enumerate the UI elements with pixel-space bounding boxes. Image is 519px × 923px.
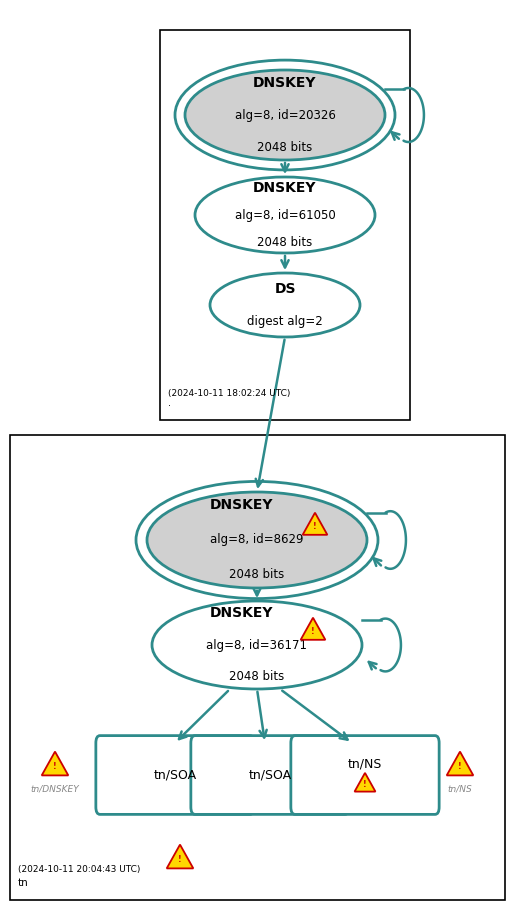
Text: alg=8, id=8629: alg=8, id=8629 <box>210 533 304 546</box>
Ellipse shape <box>210 273 360 337</box>
Text: alg=8, id=20326: alg=8, id=20326 <box>235 109 335 122</box>
Text: 2048 bits: 2048 bits <box>229 568 284 581</box>
Polygon shape <box>447 751 473 775</box>
FancyBboxPatch shape <box>191 736 349 814</box>
Text: .: . <box>168 398 171 408</box>
Text: DNSKEY: DNSKEY <box>210 498 273 512</box>
Polygon shape <box>301 617 325 640</box>
Text: 2048 bits: 2048 bits <box>229 670 284 683</box>
Polygon shape <box>354 773 375 792</box>
Ellipse shape <box>185 70 385 160</box>
Text: !: ! <box>53 761 57 771</box>
Ellipse shape <box>147 492 367 588</box>
Text: (2024-10-11 18:02:24 UTC): (2024-10-11 18:02:24 UTC) <box>168 389 290 398</box>
Polygon shape <box>303 512 327 534</box>
Ellipse shape <box>195 177 375 253</box>
Text: 2048 bits: 2048 bits <box>257 141 312 154</box>
Text: !: ! <box>458 761 462 771</box>
Text: alg=8, id=61050: alg=8, id=61050 <box>235 209 335 222</box>
Text: 2048 bits: 2048 bits <box>257 236 312 249</box>
FancyBboxPatch shape <box>291 736 439 814</box>
Text: DNSKEY: DNSKEY <box>253 76 317 90</box>
Text: !: ! <box>313 521 317 531</box>
Text: tn/DNSKEY: tn/DNSKEY <box>31 785 79 794</box>
Text: !: ! <box>178 855 182 864</box>
Text: tn/SOA: tn/SOA <box>249 769 292 782</box>
Text: tn: tn <box>18 878 29 888</box>
Ellipse shape <box>152 601 362 689</box>
Text: tn/NS: tn/NS <box>348 758 382 771</box>
Text: tn/NS: tn/NS <box>447 785 472 794</box>
Text: DNSKEY: DNSKEY <box>210 606 273 620</box>
FancyBboxPatch shape <box>10 435 505 900</box>
Text: !: ! <box>311 627 315 636</box>
FancyBboxPatch shape <box>96 736 254 814</box>
Polygon shape <box>42 751 69 775</box>
Polygon shape <box>167 845 193 869</box>
Text: tn/SOA: tn/SOA <box>154 769 197 782</box>
Text: (2024-10-11 20:04:43 UTC): (2024-10-11 20:04:43 UTC) <box>18 865 140 874</box>
FancyBboxPatch shape <box>160 30 410 420</box>
Text: digest alg=2: digest alg=2 <box>247 315 323 328</box>
Text: alg=8, id=36171: alg=8, id=36171 <box>207 639 307 652</box>
Text: DS: DS <box>274 282 296 296</box>
Text: !: ! <box>363 780 367 789</box>
Text: DNSKEY: DNSKEY <box>253 181 317 195</box>
